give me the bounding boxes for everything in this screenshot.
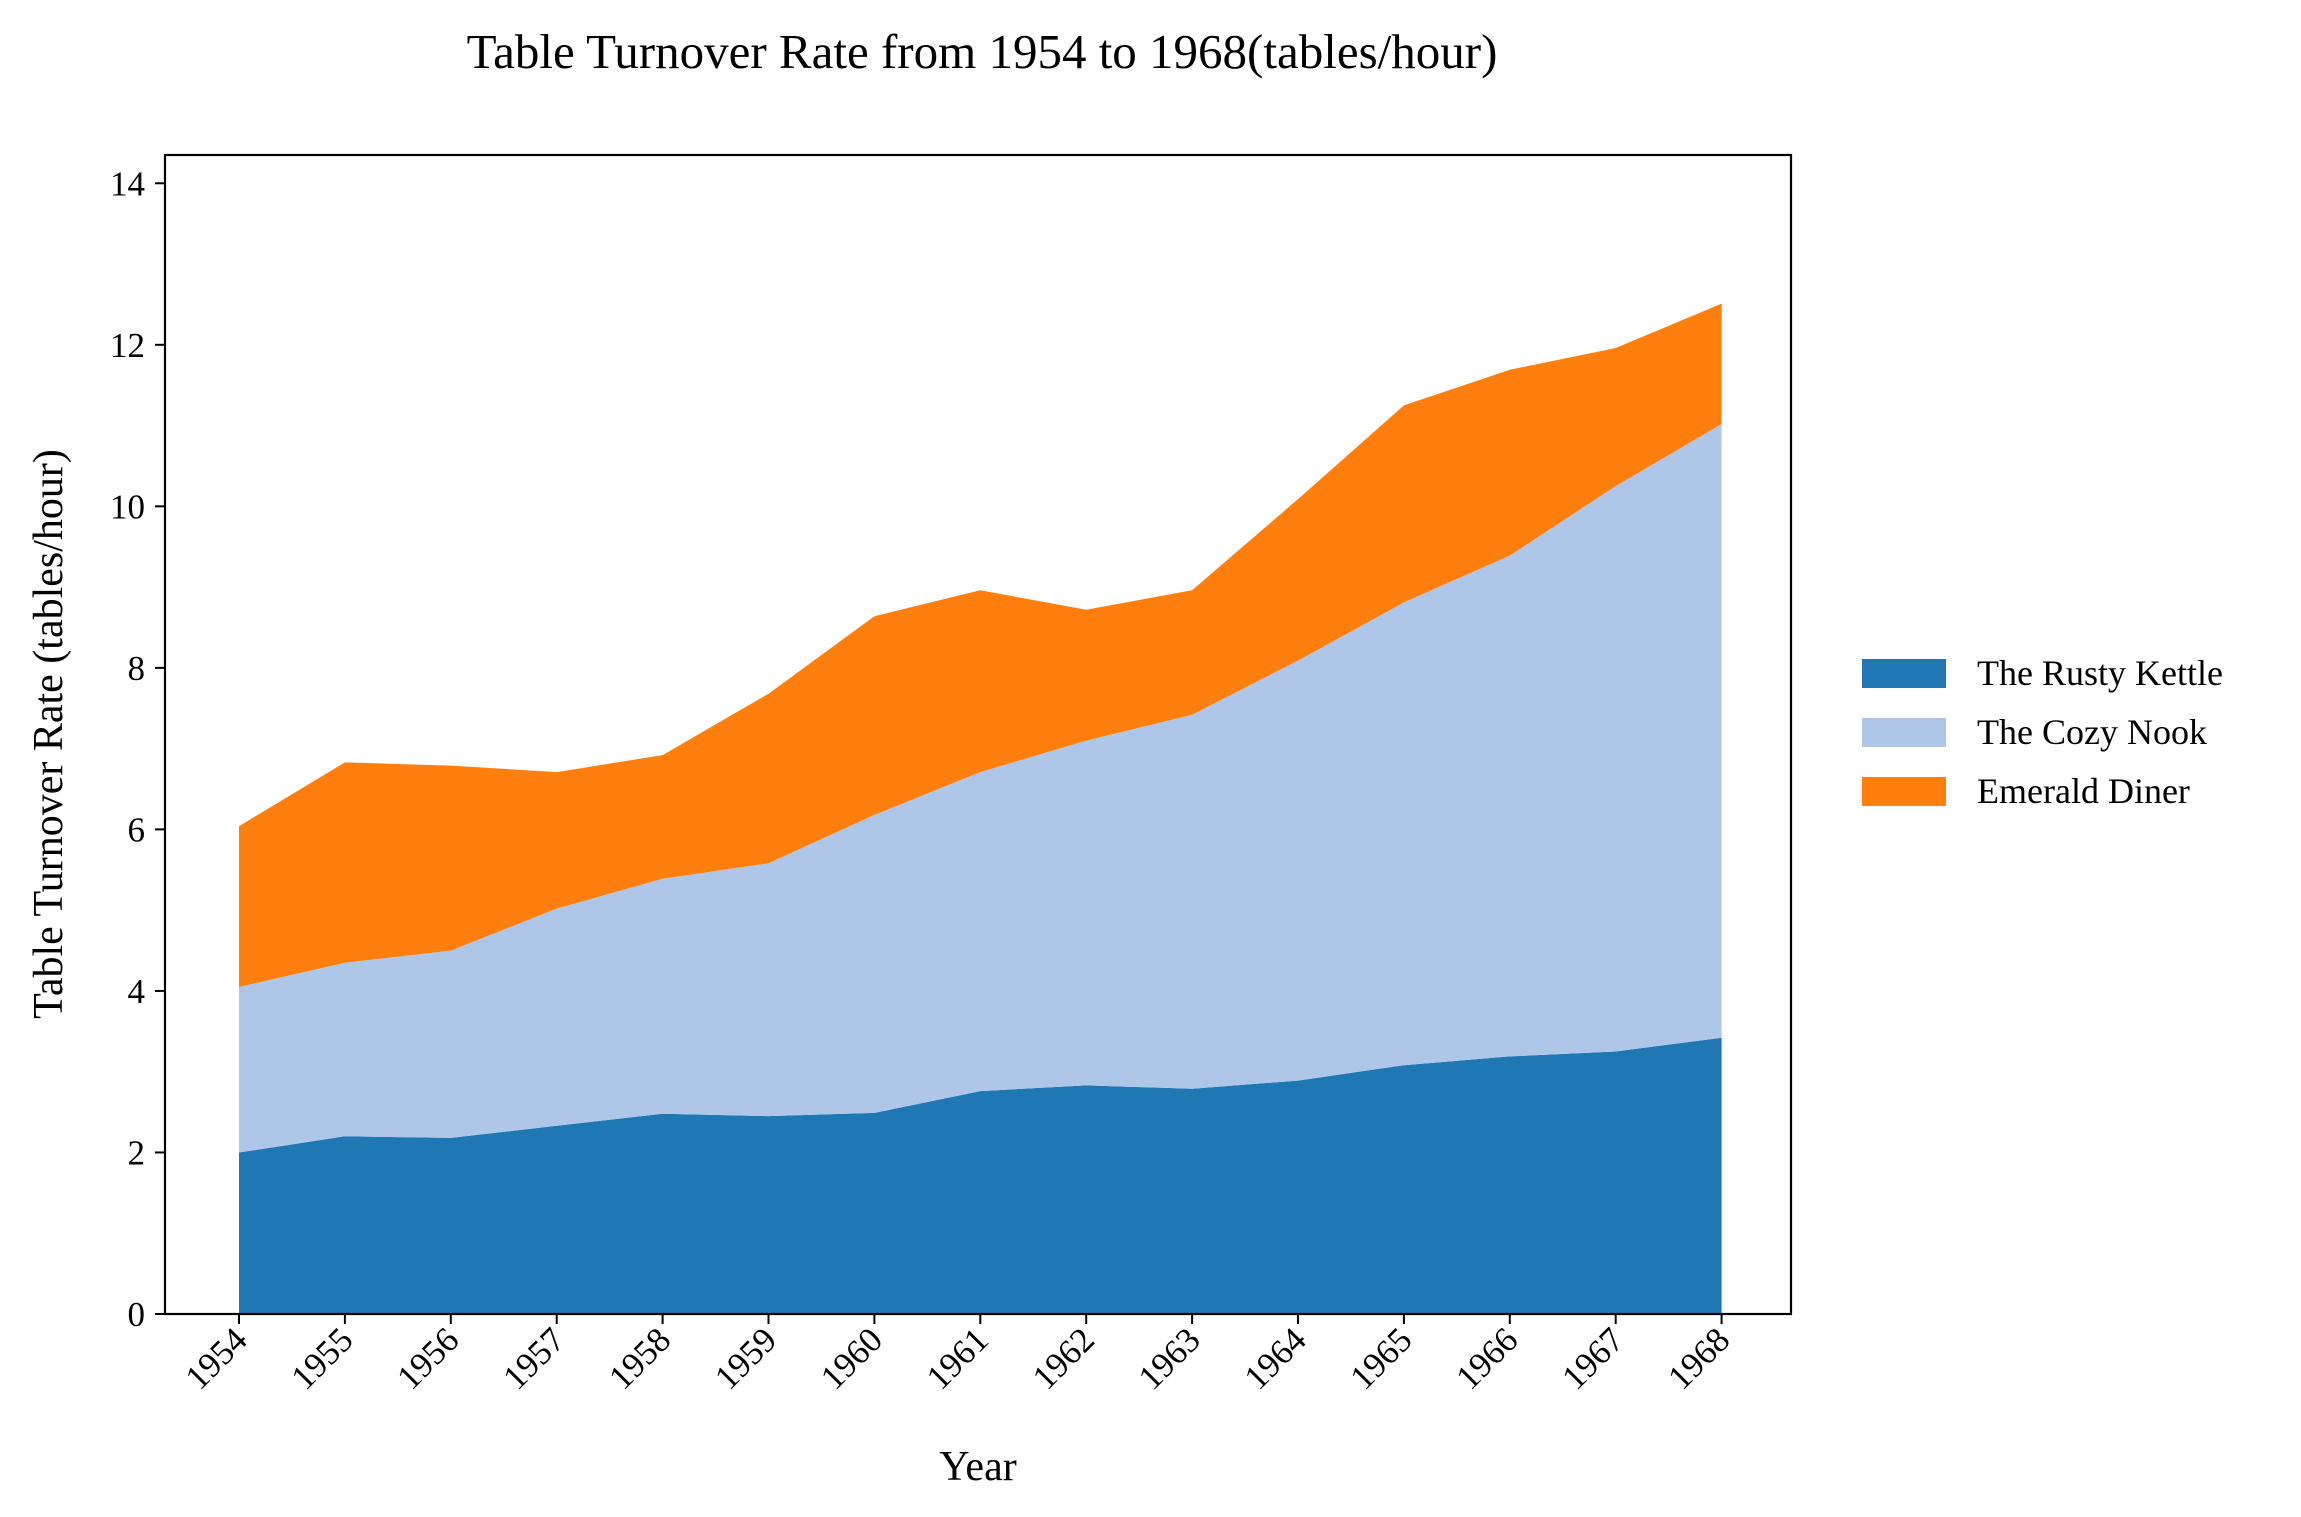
legend-swatch bbox=[1862, 777, 1946, 806]
y-tick-label: 8 bbox=[128, 649, 146, 688]
y-tick-label: 6 bbox=[128, 810, 146, 849]
plot-areas bbox=[239, 303, 1722, 1314]
legend-label: Emerald Diner bbox=[1977, 771, 2190, 811]
y-axis: 0 2 4 6 8 10 12 14 bbox=[110, 164, 165, 1334]
x-tick-label: 1968 bbox=[1660, 1320, 1737, 1397]
x-tick-label: 1955 bbox=[283, 1320, 360, 1397]
plot-frame bbox=[163, 153, 1793, 1316]
y-tick-label: 14 bbox=[110, 164, 145, 203]
x-tick-label: 1962 bbox=[1025, 1320, 1102, 1397]
y-tick-label: 0 bbox=[128, 1295, 146, 1334]
legend-label: The Cozy Nook bbox=[1977, 712, 2207, 752]
x-tick-label: 1967 bbox=[1554, 1320, 1631, 1397]
x-tick-label: 1965 bbox=[1342, 1320, 1419, 1397]
x-axis: 1954 1955 1956 1957 1958 1959 1960 1961 1962 1963… bbox=[178, 1314, 1737, 1397]
x-tick-label: 1954 bbox=[178, 1320, 255, 1397]
x-tick-label: 1956 bbox=[389, 1320, 466, 1397]
legend-label: The Rusty Kettle bbox=[1977, 653, 2223, 693]
area-series-2 bbox=[239, 424, 1722, 1153]
legend: The Rusty Kettle The Cozy Nook Emerald Din… bbox=[1862, 653, 2223, 811]
legend-swatch bbox=[1862, 718, 1946, 747]
y-axis-label: Table Turnover Rate (tables/hour) bbox=[26, 449, 72, 1019]
x-tick-label: 1957 bbox=[495, 1320, 572, 1397]
legend-swatch bbox=[1862, 659, 1946, 688]
y-tick-label: 10 bbox=[110, 487, 145, 526]
x-tick-label: 1966 bbox=[1448, 1320, 1525, 1397]
area-series-1 bbox=[239, 1037, 1722, 1314]
area-series-3 bbox=[239, 303, 1722, 987]
x-tick-label: 1958 bbox=[601, 1320, 678, 1397]
x-tick-label: 1964 bbox=[1237, 1320, 1314, 1397]
y-tick-label: 4 bbox=[128, 972, 146, 1011]
x-tick-label: 1961 bbox=[919, 1320, 996, 1397]
chart-title: Table Turnover Rate from 1954 to 1968(ta… bbox=[467, 24, 1498, 79]
x-tick-label: 1960 bbox=[813, 1320, 890, 1397]
y-tick-label: 2 bbox=[128, 1133, 146, 1172]
x-tick-label: 1963 bbox=[1131, 1320, 1208, 1397]
x-axis-label: Year bbox=[939, 1444, 1016, 1490]
x-tick-label: 1959 bbox=[707, 1320, 784, 1397]
y-tick-label: 12 bbox=[110, 326, 145, 365]
